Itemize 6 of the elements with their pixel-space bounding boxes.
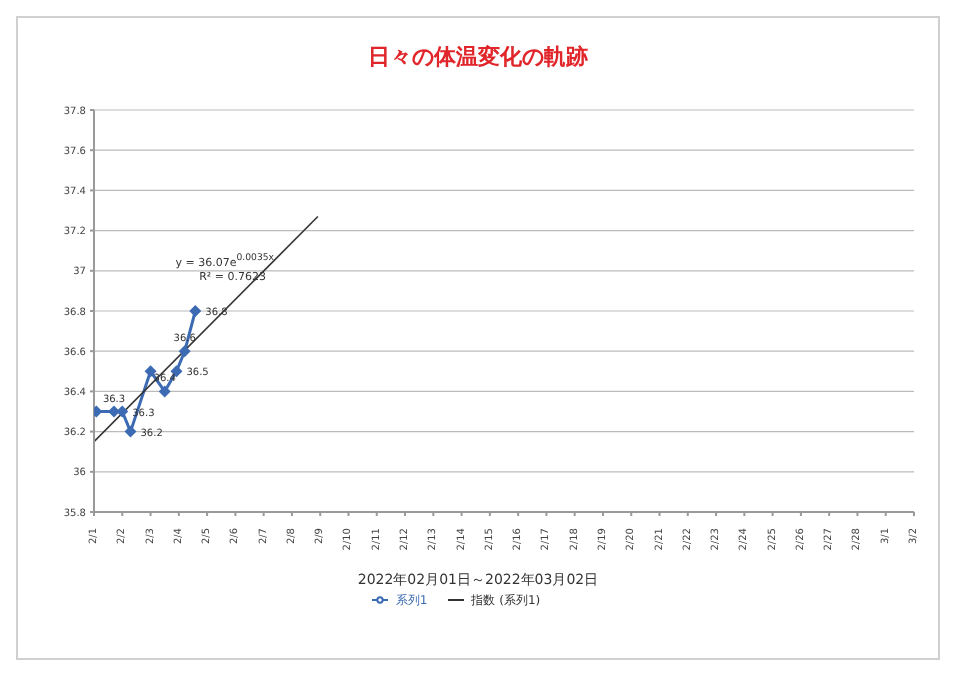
chart-title: 日々の体温変化の軌跡: [366, 42, 590, 72]
point: [124, 425, 137, 438]
point: [189, 305, 202, 317]
point: [158, 385, 171, 398]
point: [144, 365, 157, 378]
point: [178, 345, 191, 358]
